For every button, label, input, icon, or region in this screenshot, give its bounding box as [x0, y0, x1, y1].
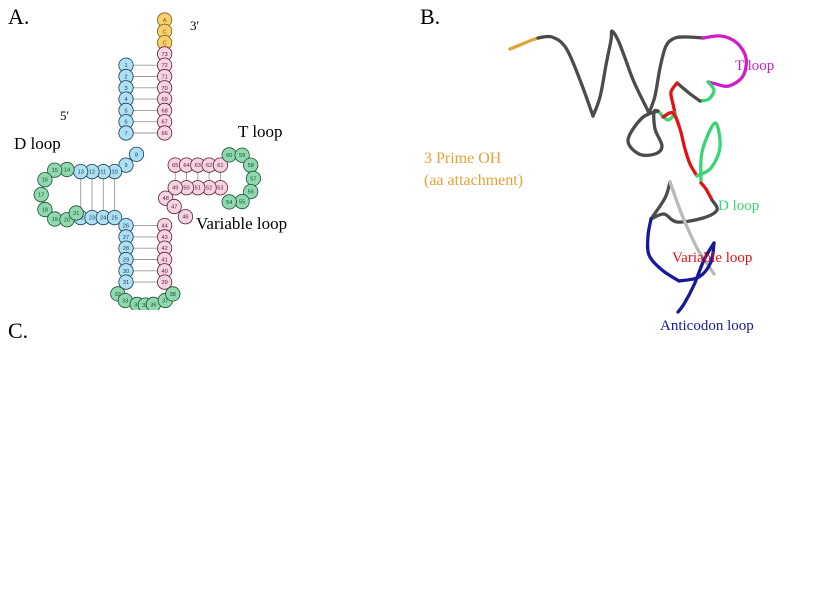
svg-text:46: 46: [182, 215, 188, 221]
svg-text:15: 15: [52, 168, 58, 174]
svg-text:48: 48: [163, 196, 169, 202]
svg-text:43: 43: [161, 235, 167, 241]
svg-text:23: 23: [89, 216, 95, 222]
svg-text:24: 24: [100, 216, 106, 222]
svg-text:69: 69: [161, 97, 167, 103]
svg-text:68: 68: [161, 108, 167, 114]
svg-text:73: 73: [161, 52, 167, 58]
svg-text:3: 3: [124, 86, 127, 92]
svg-text:50: 50: [183, 186, 189, 192]
svg-text:9: 9: [124, 163, 127, 169]
svg-text:4: 4: [124, 97, 127, 103]
svg-text:49: 49: [172, 186, 178, 192]
svg-text:42: 42: [161, 246, 167, 252]
svg-text:39: 39: [161, 280, 167, 286]
svg-text:51: 51: [195, 186, 201, 192]
svg-text:72: 72: [161, 63, 167, 69]
svg-text:A: A: [163, 18, 167, 24]
svg-text:C: C: [163, 41, 167, 47]
svg-text:12: 12: [89, 170, 95, 176]
svg-text:40: 40: [161, 269, 167, 275]
svg-text:20: 20: [64, 218, 70, 224]
svg-text:66: 66: [161, 131, 167, 137]
svg-text:62: 62: [206, 163, 212, 169]
svg-text:27: 27: [123, 235, 129, 241]
svg-text:13: 13: [78, 170, 84, 176]
svg-text:6: 6: [124, 120, 127, 126]
svg-text:56: 56: [248, 190, 254, 196]
svg-text:1: 1: [124, 63, 127, 69]
svg-text:57: 57: [250, 176, 256, 182]
svg-text:54: 54: [226, 200, 232, 206]
svg-text:26: 26: [123, 224, 129, 230]
svg-text:58: 58: [248, 163, 254, 169]
svg-text:61: 61: [217, 163, 223, 169]
svg-text:8: 8: [135, 152, 138, 158]
svg-text:7: 7: [124, 131, 127, 137]
svg-text:38: 38: [170, 292, 176, 298]
svg-text:53: 53: [217, 186, 223, 192]
svg-text:5: 5: [124, 108, 127, 114]
svg-text:44: 44: [161, 224, 167, 230]
svg-text:29: 29: [123, 258, 129, 264]
svg-text:63: 63: [195, 163, 201, 169]
svg-text:65: 65: [172, 163, 178, 169]
svg-text:64: 64: [183, 163, 189, 169]
svg-text:41: 41: [161, 258, 167, 264]
svg-text:55: 55: [239, 200, 245, 206]
svg-text:10: 10: [111, 170, 117, 176]
svg-text:70: 70: [161, 86, 167, 92]
svg-text:C: C: [163, 29, 167, 35]
svg-text:2: 2: [124, 75, 127, 81]
svg-text:19: 19: [52, 217, 58, 223]
svg-text:14: 14: [64, 168, 70, 174]
svg-text:36: 36: [150, 302, 156, 308]
svg-text:18: 18: [42, 208, 48, 214]
svg-text:17: 17: [38, 193, 44, 199]
svg-text:30: 30: [123, 269, 129, 275]
svg-text:37: 37: [162, 299, 168, 305]
svg-text:52: 52: [206, 186, 212, 192]
svg-text:16: 16: [42, 178, 48, 184]
svg-text:71: 71: [161, 75, 167, 81]
svg-text:47: 47: [171, 205, 177, 211]
svg-text:33: 33: [122, 299, 128, 305]
svg-text:28: 28: [123, 246, 129, 252]
svg-text:60: 60: [226, 153, 232, 159]
svg-text:21: 21: [73, 211, 79, 217]
svg-text:25: 25: [111, 216, 117, 222]
svg-text:67: 67: [161, 120, 167, 126]
svg-text:31: 31: [123, 280, 129, 286]
svg-text:59: 59: [239, 153, 245, 159]
svg-text:11: 11: [100, 170, 106, 176]
